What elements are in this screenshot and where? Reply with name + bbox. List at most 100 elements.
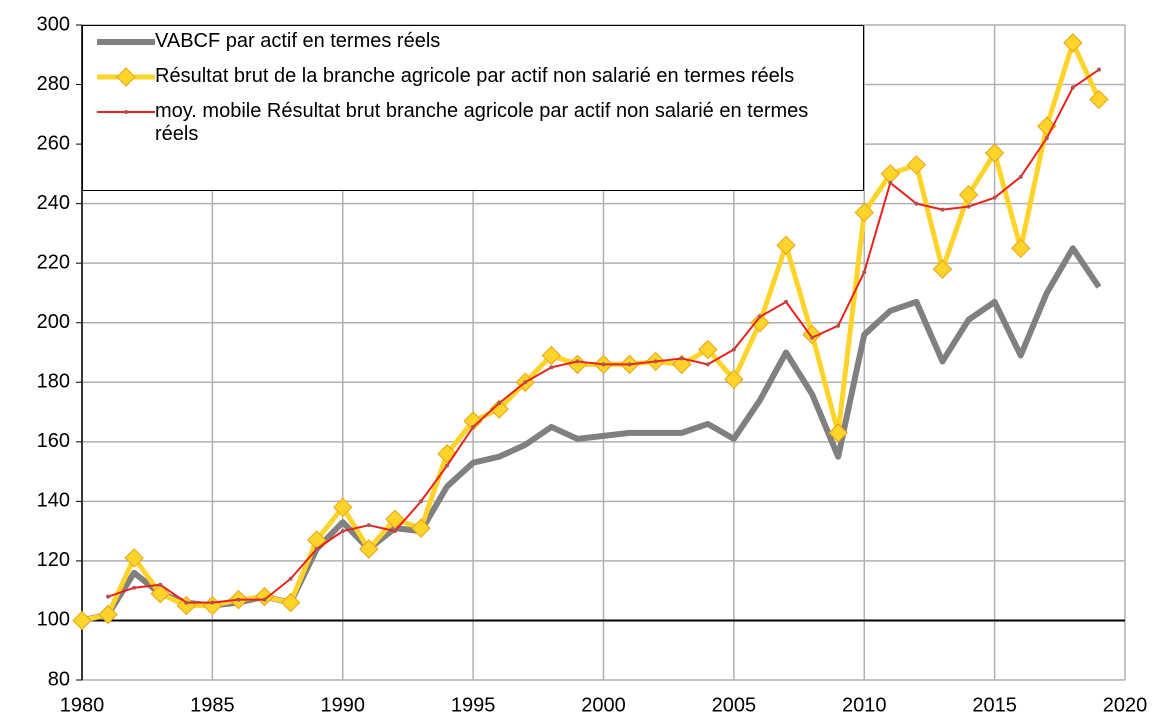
x-tick-label: 2010 xyxy=(842,694,887,716)
y-tick-label: 80 xyxy=(48,668,70,690)
point xyxy=(210,600,215,605)
line xyxy=(81,245,1102,624)
point xyxy=(236,597,241,602)
point xyxy=(497,401,502,406)
point xyxy=(385,509,405,529)
point xyxy=(906,155,927,175)
point xyxy=(132,585,137,590)
legend-label: VABCF par actif en termes réels xyxy=(155,30,441,52)
x-tick-label: 2000 xyxy=(581,694,626,716)
point xyxy=(627,362,632,367)
point xyxy=(280,592,301,613)
point xyxy=(810,335,815,340)
y-tick-label: 200 xyxy=(37,311,70,333)
point xyxy=(98,604,118,625)
point xyxy=(958,184,979,205)
x-tick-label: 1995 xyxy=(451,694,496,716)
y-tick-label: 220 xyxy=(37,251,70,273)
point xyxy=(333,497,353,518)
line xyxy=(81,40,1102,623)
y-tick-label: 140 xyxy=(37,490,70,512)
point xyxy=(966,204,971,209)
point xyxy=(784,299,789,304)
x-tick-label: 1980 xyxy=(60,694,105,716)
point xyxy=(489,399,509,419)
point xyxy=(418,499,423,504)
legend-marker xyxy=(116,67,136,87)
point xyxy=(340,529,345,534)
point xyxy=(731,347,736,352)
legend-label: moy. mobile Résultat brut branche agrico… xyxy=(155,100,809,145)
point xyxy=(150,583,170,604)
y-tick-label: 280 xyxy=(37,73,70,95)
point xyxy=(802,324,822,345)
point xyxy=(862,270,867,275)
point xyxy=(679,356,684,361)
point xyxy=(698,339,718,360)
point xyxy=(314,547,319,551)
x-tick-label: 1990 xyxy=(321,694,366,716)
markers xyxy=(72,33,1109,631)
legend-item: moy. mobile Résultat brut branche agrico… xyxy=(83,100,855,146)
point xyxy=(463,411,483,431)
point xyxy=(567,354,588,375)
legend-marker xyxy=(124,110,128,114)
point xyxy=(106,594,111,599)
markers xyxy=(106,67,1101,605)
y-tick-label: 160 xyxy=(37,430,70,452)
point xyxy=(724,369,744,390)
legend: VABCF par actif en termes réels Résultat … xyxy=(82,25,864,191)
y-tick-label: 240 xyxy=(37,192,70,214)
x-tick-label: 2015 xyxy=(972,694,1017,716)
point xyxy=(1037,116,1057,136)
point xyxy=(1063,33,1083,53)
y-tick-label: 260 xyxy=(37,132,70,154)
point xyxy=(1089,89,1109,110)
point xyxy=(672,354,692,375)
point xyxy=(575,359,580,364)
point xyxy=(854,202,874,223)
x-tick-label: 2005 xyxy=(712,694,757,716)
point xyxy=(124,548,144,568)
point xyxy=(254,586,275,607)
point xyxy=(288,576,293,581)
point xyxy=(1010,238,1031,259)
point xyxy=(72,610,92,631)
point xyxy=(992,195,997,200)
point xyxy=(1044,136,1049,141)
point xyxy=(202,595,223,616)
x-tick-label: 1985 xyxy=(190,694,235,716)
legend-label: Résultat brut de la branche agricole par… xyxy=(155,65,795,87)
legend-swatch xyxy=(97,67,155,87)
point xyxy=(471,424,476,429)
point xyxy=(984,143,1005,163)
point xyxy=(1096,67,1101,72)
point xyxy=(601,362,606,367)
point xyxy=(184,600,189,605)
point xyxy=(653,359,658,364)
legend-item: Résultat brut de la branche agricole par… xyxy=(83,65,855,88)
point xyxy=(750,313,770,333)
legend-item: VABCF par actif en termes réels xyxy=(83,30,855,53)
y-tick-label: 300 xyxy=(37,13,70,35)
point xyxy=(366,523,371,528)
point xyxy=(158,582,163,587)
point xyxy=(392,529,397,534)
y-tick-label: 180 xyxy=(37,371,70,393)
point xyxy=(940,207,945,212)
legend-swatch xyxy=(97,39,155,45)
point xyxy=(1070,85,1075,90)
point xyxy=(1018,174,1023,179)
point xyxy=(836,323,841,328)
point xyxy=(932,259,953,279)
point xyxy=(828,423,848,443)
y-tick-label: 100 xyxy=(37,609,70,631)
point xyxy=(914,201,919,206)
point xyxy=(262,597,267,602)
x-tick-label: 2020 xyxy=(1103,694,1148,716)
legend-swatch xyxy=(97,110,155,114)
point xyxy=(359,539,379,559)
point xyxy=(776,235,796,256)
point xyxy=(445,463,450,468)
